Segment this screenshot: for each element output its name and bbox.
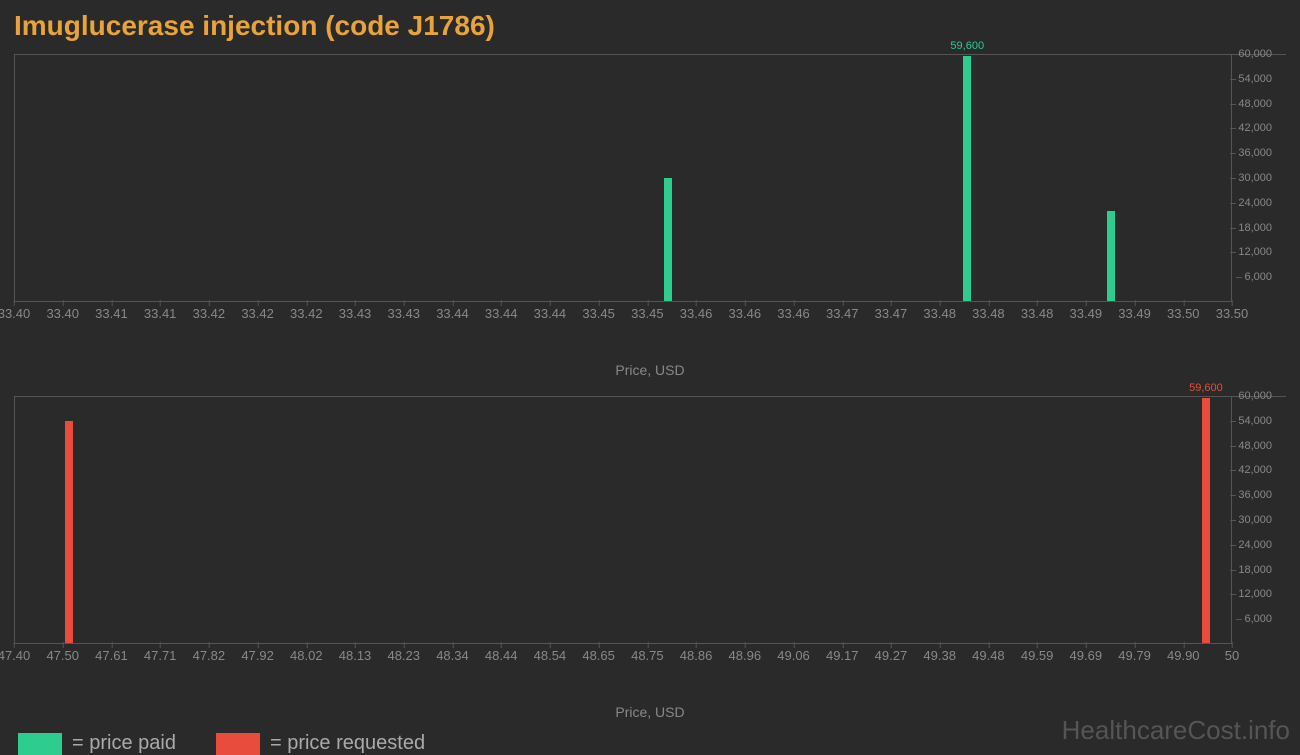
- y-tick: 24,000: [1238, 539, 1272, 551]
- y-tick: 12,000: [1238, 246, 1272, 258]
- plot-area-bottom: 59,600: [15, 397, 1286, 644]
- y-tick: 24,000: [1238, 197, 1272, 209]
- x-tick: 48.02: [290, 648, 323, 663]
- x-tick: 48.44: [485, 648, 518, 663]
- x-tick: 48.86: [680, 648, 713, 663]
- chart-bar: [65, 421, 73, 644]
- x-tick: 49.69: [1070, 648, 1103, 663]
- chart-top-container: 59,600 Number of services provided 6,000…: [14, 54, 1286, 378]
- y-tick: 12,000: [1238, 588, 1272, 600]
- legend-swatch: [216, 733, 260, 755]
- x-tick: 33.42: [193, 306, 226, 321]
- y-tick: 30,000: [1238, 172, 1272, 184]
- y-tick: 18,000: [1238, 564, 1272, 576]
- y-tick: 36,000: [1238, 489, 1272, 501]
- x-tick: 47.71: [144, 648, 177, 663]
- y-tick: 42,000: [1238, 464, 1272, 476]
- x-tick: 49.48: [972, 648, 1005, 663]
- x-tick: 33.43: [387, 306, 420, 321]
- watermark: HealthcareCost.info: [1062, 715, 1290, 746]
- x-tick: 33.50: [1216, 306, 1249, 321]
- x-tick: 49.17: [826, 648, 859, 663]
- x-tick: 33.40: [0, 306, 30, 321]
- x-tick: 33.41: [144, 306, 177, 321]
- x-tick: 33.49: [1070, 306, 1103, 321]
- x-tick: 47.92: [241, 648, 274, 663]
- chart-bar: [1107, 211, 1115, 302]
- y-tick: 6,000: [1244, 613, 1272, 625]
- plot-area-top: 59,600: [15, 55, 1286, 302]
- x-tick: 33.47: [875, 306, 908, 321]
- chart-bar: 59,600: [963, 56, 971, 302]
- y-tick: 6,000: [1244, 271, 1272, 283]
- x-tick: 49.79: [1118, 648, 1151, 663]
- x-tick: 33.46: [729, 306, 762, 321]
- legend-swatch: [18, 733, 62, 755]
- x-tick: 47.50: [46, 648, 79, 663]
- x-tick: 48.65: [582, 648, 615, 663]
- y-tick: 60,000: [1238, 48, 1272, 60]
- y-axis-bottom: Number of services provided 6,00012,0001…: [1232, 397, 1286, 644]
- y-tick: 18,000: [1238, 222, 1272, 234]
- x-tick: 49.06: [777, 648, 810, 663]
- y-axis-top: Number of services provided 6,00012,0001…: [1232, 55, 1286, 302]
- legend-item-paid: = price paid: [18, 732, 176, 755]
- x-tick: 33.44: [436, 306, 469, 321]
- x-tick: 48.23: [387, 648, 420, 663]
- y-tick: 30,000: [1238, 514, 1272, 526]
- x-tick: 47.61: [95, 648, 128, 663]
- x-tick: 48.13: [339, 648, 372, 663]
- y-tick: 60,000: [1238, 390, 1272, 402]
- x-tick: 47.82: [193, 648, 226, 663]
- legend-item-requested: = price requested: [216, 732, 425, 755]
- chart-top: 59,600 Number of services provided 6,000…: [14, 54, 1286, 302]
- x-tick: 48.75: [631, 648, 664, 663]
- x-tick: 48.54: [534, 648, 567, 663]
- x-axis-bottom: 47.4047.5047.6147.7147.8247.9248.0248.13…: [14, 644, 1286, 684]
- bar-value-label: 59,600: [950, 40, 984, 52]
- y-tick: 48,000: [1238, 440, 1272, 452]
- x-tick: 33.50: [1167, 306, 1200, 321]
- x-axis-label: Price, USD: [14, 362, 1286, 378]
- x-tick: 33.45: [582, 306, 615, 321]
- x-tick: 48.96: [729, 648, 762, 663]
- x-tick: 33.48: [972, 306, 1005, 321]
- x-tick: 33.43: [339, 306, 372, 321]
- bar-value-label: 59,600: [1189, 382, 1223, 394]
- x-tick: 33.42: [241, 306, 274, 321]
- chart-bar: 59,600: [1202, 398, 1210, 644]
- x-tick: 33.48: [923, 306, 956, 321]
- x-tick: 33.40: [46, 306, 79, 321]
- y-tick: 36,000: [1238, 147, 1272, 159]
- x-tick: 49.59: [1021, 648, 1054, 663]
- x-tick: 33.41: [95, 306, 128, 321]
- x-tick: 33.46: [777, 306, 810, 321]
- x-tick: 33.46: [680, 306, 713, 321]
- y-tick: 54,000: [1238, 73, 1272, 85]
- x-tick: 33.47: [826, 306, 859, 321]
- x-tick: 50: [1225, 648, 1239, 663]
- legend-label: = price paid: [72, 732, 176, 755]
- chart-bottom: 59,600 Number of services provided 6,000…: [14, 396, 1286, 644]
- legend-label: = price requested: [270, 732, 425, 755]
- x-tick: 33.44: [534, 306, 567, 321]
- x-tick: 33.45: [631, 306, 664, 321]
- chart-bar: [664, 178, 672, 302]
- y-tick: 42,000: [1238, 122, 1272, 134]
- x-tick: 33.44: [485, 306, 518, 321]
- x-tick: 33.49: [1118, 306, 1151, 321]
- y-tick: 54,000: [1238, 415, 1272, 427]
- x-tick: 47.40: [0, 648, 30, 663]
- chart-bottom-container: 59,600 Number of services provided 6,000…: [14, 396, 1286, 720]
- x-tick: 49.38: [923, 648, 956, 663]
- x-tick: 49.90: [1167, 648, 1200, 663]
- x-tick: 48.34: [436, 648, 469, 663]
- x-tick: 33.42: [290, 306, 323, 321]
- x-tick: 33.48: [1021, 306, 1054, 321]
- page-title: Imuglucerase injection (code J1786): [0, 0, 1300, 46]
- x-axis-top: 33.4033.4033.4133.4133.4233.4233.4233.43…: [14, 302, 1286, 342]
- x-tick: 49.27: [875, 648, 908, 663]
- y-tick: 48,000: [1238, 98, 1272, 110]
